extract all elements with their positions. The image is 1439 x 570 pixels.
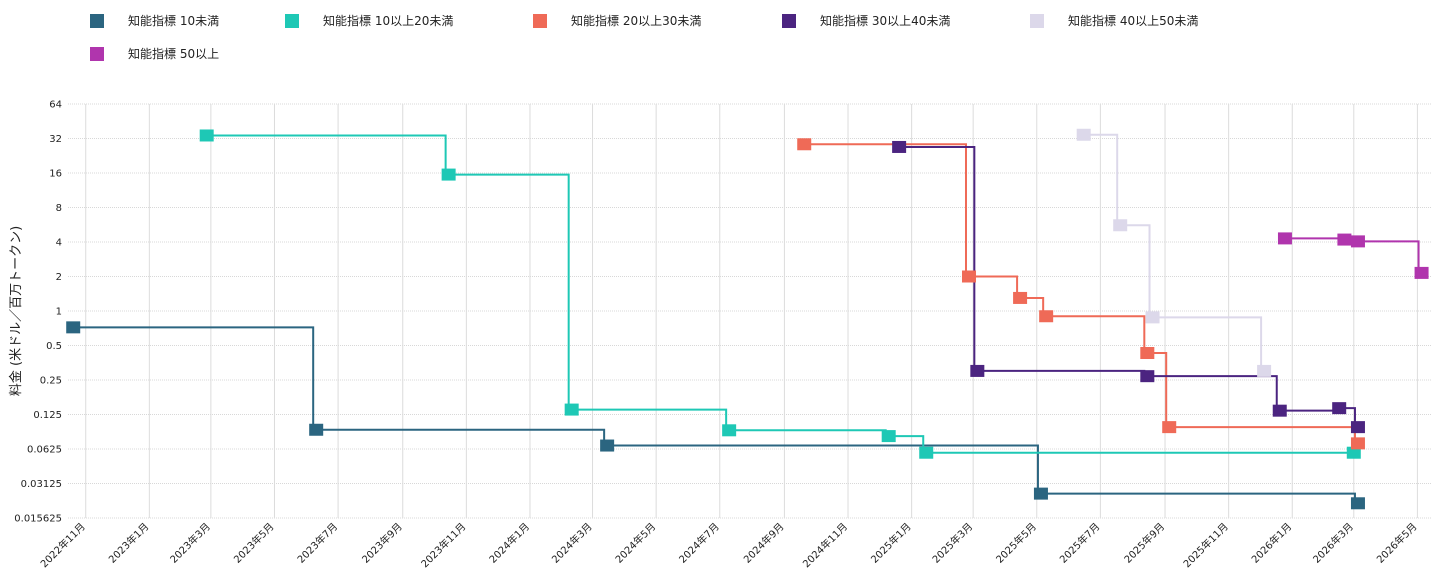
grid <box>68 103 1432 519</box>
data-point <box>1162 421 1177 434</box>
y-tick-label: 0.015625 <box>14 514 62 525</box>
series-line <box>1083 133 1265 372</box>
legend-label: 知能指標 50以上 <box>128 46 219 61</box>
data-point <box>961 270 976 283</box>
y-tick-label: 0.25 <box>40 376 62 387</box>
x-tick-label: 2023年3月 <box>167 520 213 566</box>
data-point <box>881 430 896 443</box>
data-point <box>1145 311 1160 324</box>
data-point <box>1346 446 1361 459</box>
data-point <box>66 321 81 334</box>
data-point <box>199 129 214 142</box>
data-point <box>1332 402 1347 415</box>
data-point <box>564 403 579 416</box>
x-tick-label: 2024年9月 <box>741 520 787 566</box>
data-point <box>1350 497 1365 510</box>
y-tick-label: 8 <box>56 203 62 214</box>
x-tick-label: 2024年7月 <box>676 520 722 566</box>
legend-label: 知能指標 30以上40未満 <box>820 13 950 28</box>
data-point <box>1113 219 1128 232</box>
data-point <box>970 364 985 377</box>
legend-swatch <box>782 14 796 28</box>
data-point <box>1039 310 1054 323</box>
x-tick-label: 2023年9月 <box>359 520 405 566</box>
legend: 知能指標 10未満 知能指標 10以上20未満 知能指標 20以上30未満 知能指標 … <box>90 13 1198 61</box>
data-point <box>1013 291 1028 304</box>
data-point <box>1076 128 1091 141</box>
legend-swatch <box>285 14 299 28</box>
x-tick-label: 2025年5月 <box>993 520 1039 566</box>
x-tick-label: 2025年3月 <box>929 520 975 566</box>
data-point <box>1350 421 1365 434</box>
legend-swatch <box>533 14 547 28</box>
x-tick-label: 2024年3月 <box>549 520 595 566</box>
series-lines <box>73 133 1422 505</box>
x-tick-label: 2022年11月 <box>38 520 88 570</box>
series-markers <box>66 128 1429 510</box>
series-line <box>206 134 1354 454</box>
y-tick-label: 16 <box>49 169 62 180</box>
legend-label: 知能指標 40以上50未満 <box>1068 13 1198 28</box>
y-axis-title: 料金 (米ドル／百万トークン) <box>8 226 24 396</box>
data-point <box>892 140 907 153</box>
data-point <box>1140 347 1155 360</box>
legend-label: 知能指標 10以上20未満 <box>323 13 453 28</box>
y-tick-label: 0.03125 <box>21 479 62 490</box>
x-tick-label: 2023年11月 <box>418 520 468 570</box>
x-tick-label: 2025年7月 <box>1057 520 1103 566</box>
x-tick-label: 2023年7月 <box>294 520 340 566</box>
y-axis: 64 32 16 8 4 2 1 0.5 0.25 0.125 0.0625 0.03125 0.015… <box>14 100 62 525</box>
legend-label: 知能指標 10未満 <box>128 13 219 28</box>
data-point <box>1414 266 1429 279</box>
x-axis: 2022年11月 2023年1月 2023年3月 2023年5月 2023年7月 2023… <box>38 520 1420 570</box>
legend-label: 知能指標 20以上30未満 <box>571 13 701 28</box>
legend-swatch <box>1030 14 1044 28</box>
y-tick-label: 64 <box>49 100 62 111</box>
data-point <box>1277 232 1292 245</box>
x-tick-label: 2026年3月 <box>1310 520 1356 566</box>
y-tick-label: 0.0625 <box>27 445 62 456</box>
x-tick-label: 2025年11月 <box>1180 520 1230 570</box>
data-point <box>919 446 934 459</box>
series-line <box>804 143 1358 445</box>
y-tick-label: 0.125 <box>33 410 62 421</box>
y-tick-label: 32 <box>49 134 62 145</box>
x-tick-label: 2023年1月 <box>106 520 152 566</box>
data-point <box>1257 364 1272 377</box>
data-point <box>309 423 324 436</box>
data-point <box>600 439 615 452</box>
legend-swatch <box>90 14 104 28</box>
x-tick-label: 2024年5月 <box>612 520 658 566</box>
x-tick-label: 2026年1月 <box>1249 520 1295 566</box>
y-tick-label: 1 <box>56 307 62 318</box>
x-tick-label: 2025年1月 <box>868 520 914 566</box>
data-point <box>1272 404 1287 417</box>
data-point <box>797 138 812 151</box>
y-tick-label: 0.5 <box>46 341 62 352</box>
data-point <box>1140 370 1155 383</box>
y-tick-label: 2 <box>56 272 62 283</box>
x-tick-label: 2025年9月 <box>1121 520 1167 566</box>
data-point <box>1350 437 1365 450</box>
data-point <box>1350 235 1365 248</box>
legend-swatch <box>90 47 104 61</box>
y-tick-label: 4 <box>56 238 62 249</box>
x-tick-label: 2024年11月 <box>800 520 850 570</box>
series-line <box>899 145 1358 429</box>
x-tick-label: 2023年5月 <box>231 520 277 566</box>
x-tick-label: 2024年1月 <box>486 520 532 566</box>
data-point <box>1337 233 1352 246</box>
data-point <box>441 168 456 181</box>
x-tick-label: 2026年5月 <box>1374 520 1420 566</box>
data-point <box>1033 487 1048 500</box>
data-point <box>722 424 737 437</box>
